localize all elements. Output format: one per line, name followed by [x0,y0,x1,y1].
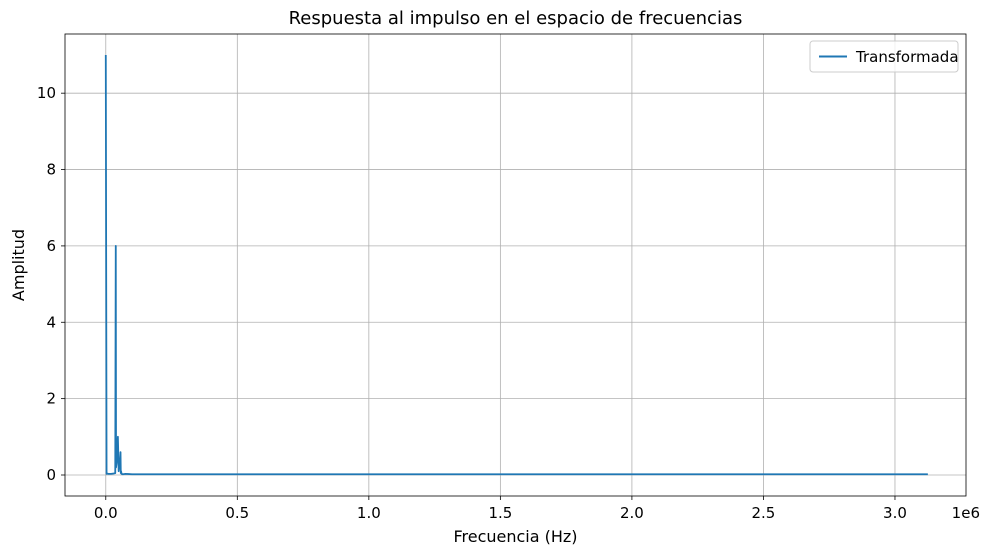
y-tick-label: 2 [46,390,56,408]
grid-lines [65,34,966,496]
series-line-transformada [104,54,928,476]
y-tick-label: 8 [46,161,56,179]
y-tick-label: 0 [46,466,56,484]
x-tick-label: 1.5 [488,504,512,522]
x-axis-offset-label: 1e6 [952,504,980,522]
x-tick-label: 0.5 [225,504,249,522]
x-tick-label: 2.0 [620,504,644,522]
legend: Transformada [809,40,959,73]
y-tick-label: 6 [46,237,56,255]
plot-area [64,33,967,497]
y-axis-ticks: 0 2 4 6 8 10 [37,84,65,484]
legend-box [809,40,959,73]
x-tick-label: 3.0 [883,504,907,522]
chart-title: Respuesta al impulso en el espacio de fr… [289,8,743,29]
legend-label-transformada: Transformada [855,48,959,66]
y-axis-label: Amplitud [9,229,28,301]
series-group [104,54,928,476]
y-tick-label: 10 [37,84,56,102]
x-tick-label: 1.0 [357,504,381,522]
x-axis-ticks: 0.0 0.5 1.0 1.5 2.0 2.5 3.0 [94,496,907,522]
x-tick-label: 2.5 [752,504,776,522]
x-axis-label: Frecuencia (Hz) [453,527,577,546]
x-tick-label: 0.0 [94,504,118,522]
y-tick-label: 4 [46,313,56,331]
